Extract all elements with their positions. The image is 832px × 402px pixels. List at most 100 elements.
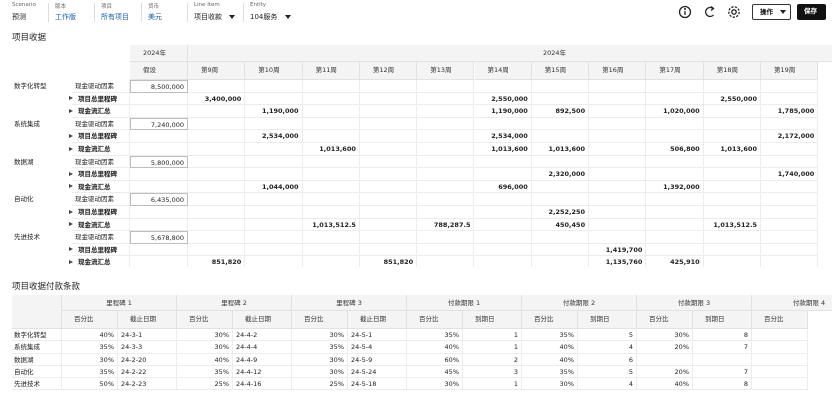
expand-toggle[interactable] [69, 146, 73, 151]
value-cell [703, 105, 761, 118]
value-cell [693, 353, 752, 366]
value-cell [646, 168, 704, 181]
filter-value: 所有项目 [101, 13, 129, 21]
value-cell [475, 256, 532, 267]
value-cell [417, 143, 475, 156]
value-cell [646, 117, 704, 131]
button[interactable]: 操作 [752, 4, 791, 20]
group-label: 自动化 [14, 195, 34, 204]
value-cell [188, 168, 246, 181]
value-cell [130, 130, 188, 143]
value-cell [359, 80, 418, 93]
value-cell [761, 143, 819, 156]
value-cell [531, 92, 590, 106]
row-label: 现金驱动因素 [72, 117, 130, 131]
value-cell [646, 231, 704, 244]
group-header: 里程碑 2 [177, 295, 292, 311]
row-label: 项目总里程碑 [72, 206, 130, 219]
value-cell [703, 231, 761, 244]
value-cell: 40% [637, 378, 693, 391]
column-header: 第11周 [302, 62, 360, 80]
value-cell: 24-4-9 [233, 353, 292, 366]
value-cell [589, 155, 647, 169]
expand-toggle[interactable] [69, 184, 73, 189]
separator [187, 3, 188, 22]
value-cell: 8 [693, 378, 752, 391]
value-cell: 6,435,000 [130, 193, 188, 206]
value-cell [359, 193, 418, 206]
value-cell [417, 155, 475, 169]
value-cell: 1,044,000 [245, 180, 303, 194]
column-header: 第18周 [703, 62, 761, 80]
expand-toggle[interactable] [69, 222, 73, 227]
value-cell [188, 206, 246, 219]
value-cell: 30% [522, 378, 578, 391]
value-cell [474, 218, 532, 232]
expand-toggle[interactable] [69, 247, 73, 252]
value-cell [761, 218, 819, 232]
column-header: 第15周 [531, 62, 590, 80]
value-cell [245, 80, 303, 93]
column-header: 第12周 [359, 62, 418, 80]
value-cell: 5 [578, 365, 637, 379]
section-title: 项目收据付款条款 [12, 282, 81, 292]
value-cell: 2,320,000 [531, 168, 590, 181]
value-cell [302, 80, 360, 93]
value-cell: 24-5-24 [348, 365, 407, 379]
value-cell [531, 193, 590, 206]
value-cell [417, 243, 475, 257]
row-label: 数据湖 [12, 353, 62, 366]
expand-toggle[interactable] [69, 108, 73, 113]
filter-value: 预测 [12, 13, 26, 21]
value-cell [359, 155, 418, 169]
toolbar-icons[interactable] [676, 4, 744, 20]
value-cell [646, 80, 704, 93]
value-cell: 30% [407, 378, 463, 391]
column-header: 第16周 [589, 62, 647, 80]
value-cell: 6 [578, 353, 637, 366]
value-cell [359, 143, 418, 156]
value-cell: 788,287.5 [417, 218, 475, 232]
value-cell [359, 218, 418, 232]
value-cell [130, 92, 188, 106]
value-cell: 2,550,000 [703, 92, 761, 106]
value-cell [589, 80, 647, 93]
filter-value[interactable]: 104服务 [250, 13, 278, 21]
value-cell [130, 105, 188, 118]
value-cell: 24-4-12 [233, 365, 292, 379]
value-cell [752, 378, 808, 391]
value-cell [752, 329, 808, 342]
value-cell [761, 155, 819, 169]
filter-value[interactable]: 项目收款 [194, 13, 222, 21]
expand-toggle[interactable] [69, 133, 73, 138]
value-cell: 1,013,600 [531, 143, 590, 156]
value-cell [188, 143, 246, 156]
value-cell [130, 143, 188, 156]
value-cell [302, 231, 360, 244]
value-cell [417, 180, 475, 194]
expand-toggle[interactable] [69, 171, 73, 176]
expand-toggle[interactable] [69, 96, 73, 101]
value-cell: 4 [578, 378, 637, 391]
value-cell: 24-5-18 [348, 378, 407, 391]
dropdown-arrow [780, 10, 786, 14]
expand-toggle[interactable] [69, 259, 73, 264]
group-label: 先进技术 [14, 233, 40, 242]
column-header: 百分比 [637, 311, 693, 329]
value-cell: 25% [177, 378, 233, 391]
value-cell [245, 243, 303, 257]
value-cell [188, 231, 246, 244]
value-cell [359, 180, 418, 194]
column-header: 到期日 [463, 311, 522, 329]
button[interactable]: 保存 [797, 4, 826, 20]
expand-toggle[interactable] [69, 209, 73, 214]
row-label: 现金流汇总 [72, 105, 130, 118]
value-cell [417, 105, 475, 118]
group-header: 里程碑 1 [62, 295, 177, 311]
filter-value: 美元 [148, 13, 162, 21]
value-cell: 1 [463, 329, 522, 342]
value-cell: 30% [62, 353, 118, 366]
value-cell [188, 117, 246, 131]
value-cell: 24-5-9 [348, 353, 407, 366]
value-cell [704, 256, 761, 267]
